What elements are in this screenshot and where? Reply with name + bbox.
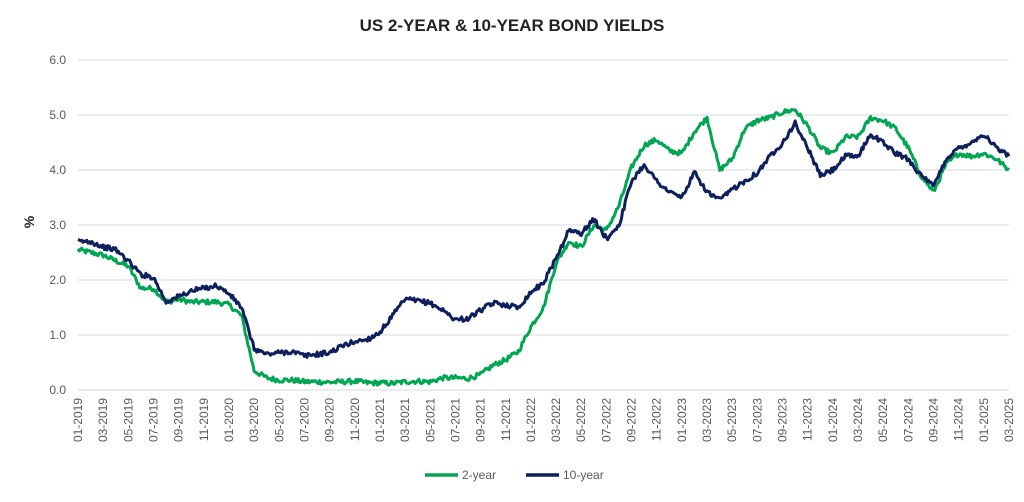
x-tick-label: 11-2020 <box>348 398 362 441</box>
x-tick-label: 03-2020 <box>247 398 261 442</box>
y-axis-label: % <box>21 215 37 228</box>
x-tick-label: 05-2024 <box>876 398 890 442</box>
series-line-10-year <box>77 119 1011 359</box>
y-axis-ticks: 0.0 1.0 2.0 3.0 4.0 5.0 6.0 <box>49 53 66 397</box>
x-tick-label: 09-2020 <box>323 398 337 442</box>
y-tick-label: 5.0 <box>49 108 66 122</box>
x-tick-label: 03-2022 <box>549 398 563 442</box>
x-tick-label: 11-2019 <box>197 398 211 441</box>
x-tick-label: 05-2019 <box>121 398 135 442</box>
x-tick-label: 07-2019 <box>146 398 160 442</box>
x-tick-label: 01-2020 <box>222 398 236 442</box>
x-tick-label: 09-2021 <box>474 398 488 442</box>
x-tick-label: 11-2024 <box>952 398 966 441</box>
x-tick-label: 07-2024 <box>901 398 915 442</box>
series-layer <box>76 108 1011 387</box>
y-tick-label: 3.0 <box>49 218 66 232</box>
x-tick-label: 11-2022 <box>650 398 664 441</box>
x-tick-label: 07-2021 <box>448 398 462 442</box>
x-tick-label: 03-2019 <box>96 398 110 442</box>
x-tick-label: 07-2022 <box>599 398 613 442</box>
x-tick-label: 11-2023 <box>801 398 815 441</box>
x-tick-label: 05-2021 <box>423 398 437 442</box>
y-tick-label: 0.0 <box>49 383 66 397</box>
grid-layer <box>78 59 1009 391</box>
x-tick-label: 11-2021 <box>499 398 513 441</box>
series-line-2-year <box>76 108 1011 387</box>
x-tick-label: 01-2022 <box>524 398 538 442</box>
legend: 2-year 10-year <box>425 468 604 482</box>
x-tick-label: 03-2024 <box>851 398 865 442</box>
x-tick-label: 05-2022 <box>574 398 588 442</box>
x-tick-label: 01-2021 <box>373 398 387 442</box>
x-tick-label: 01-2019 <box>71 398 85 442</box>
y-tick-label: 6.0 <box>49 53 66 67</box>
y-tick-label: 2.0 <box>49 273 66 287</box>
x-tick-label: 03-2021 <box>398 398 412 442</box>
x-tick-label: 01-2025 <box>977 398 991 442</box>
x-axis-ticks: 01-2019 03-2019 05-2019 07-2019 09-2019 11-20… <box>71 398 1016 442</box>
x-tick-label: 01-2023 <box>675 398 689 442</box>
x-tick-label: 09-2019 <box>172 398 186 442</box>
x-tick-label: 09-2023 <box>776 398 790 442</box>
y-tick-label: 1.0 <box>49 328 66 342</box>
x-tick-label: 07-2023 <box>750 398 764 442</box>
chart-title: US 2-YEAR & 10-YEAR BOND YIELDS <box>360 16 665 35</box>
y-tick-label: 4.0 <box>49 163 66 177</box>
legend-label-10-year: 10-year <box>563 468 604 482</box>
x-tick-label: 03-2025 <box>1002 398 1016 442</box>
x-tick-label: 05-2023 <box>725 398 739 442</box>
x-tick-label: 09-2024 <box>927 398 941 442</box>
legend-label-2-year: 2-year <box>462 468 496 482</box>
x-tick-label: 07-2020 <box>297 398 311 442</box>
x-tick-label: 03-2023 <box>700 398 714 442</box>
x-tick-label: 09-2022 <box>625 398 639 442</box>
x-tick-label: 05-2020 <box>272 398 286 442</box>
x-tick-label: 01-2024 <box>826 398 840 442</box>
